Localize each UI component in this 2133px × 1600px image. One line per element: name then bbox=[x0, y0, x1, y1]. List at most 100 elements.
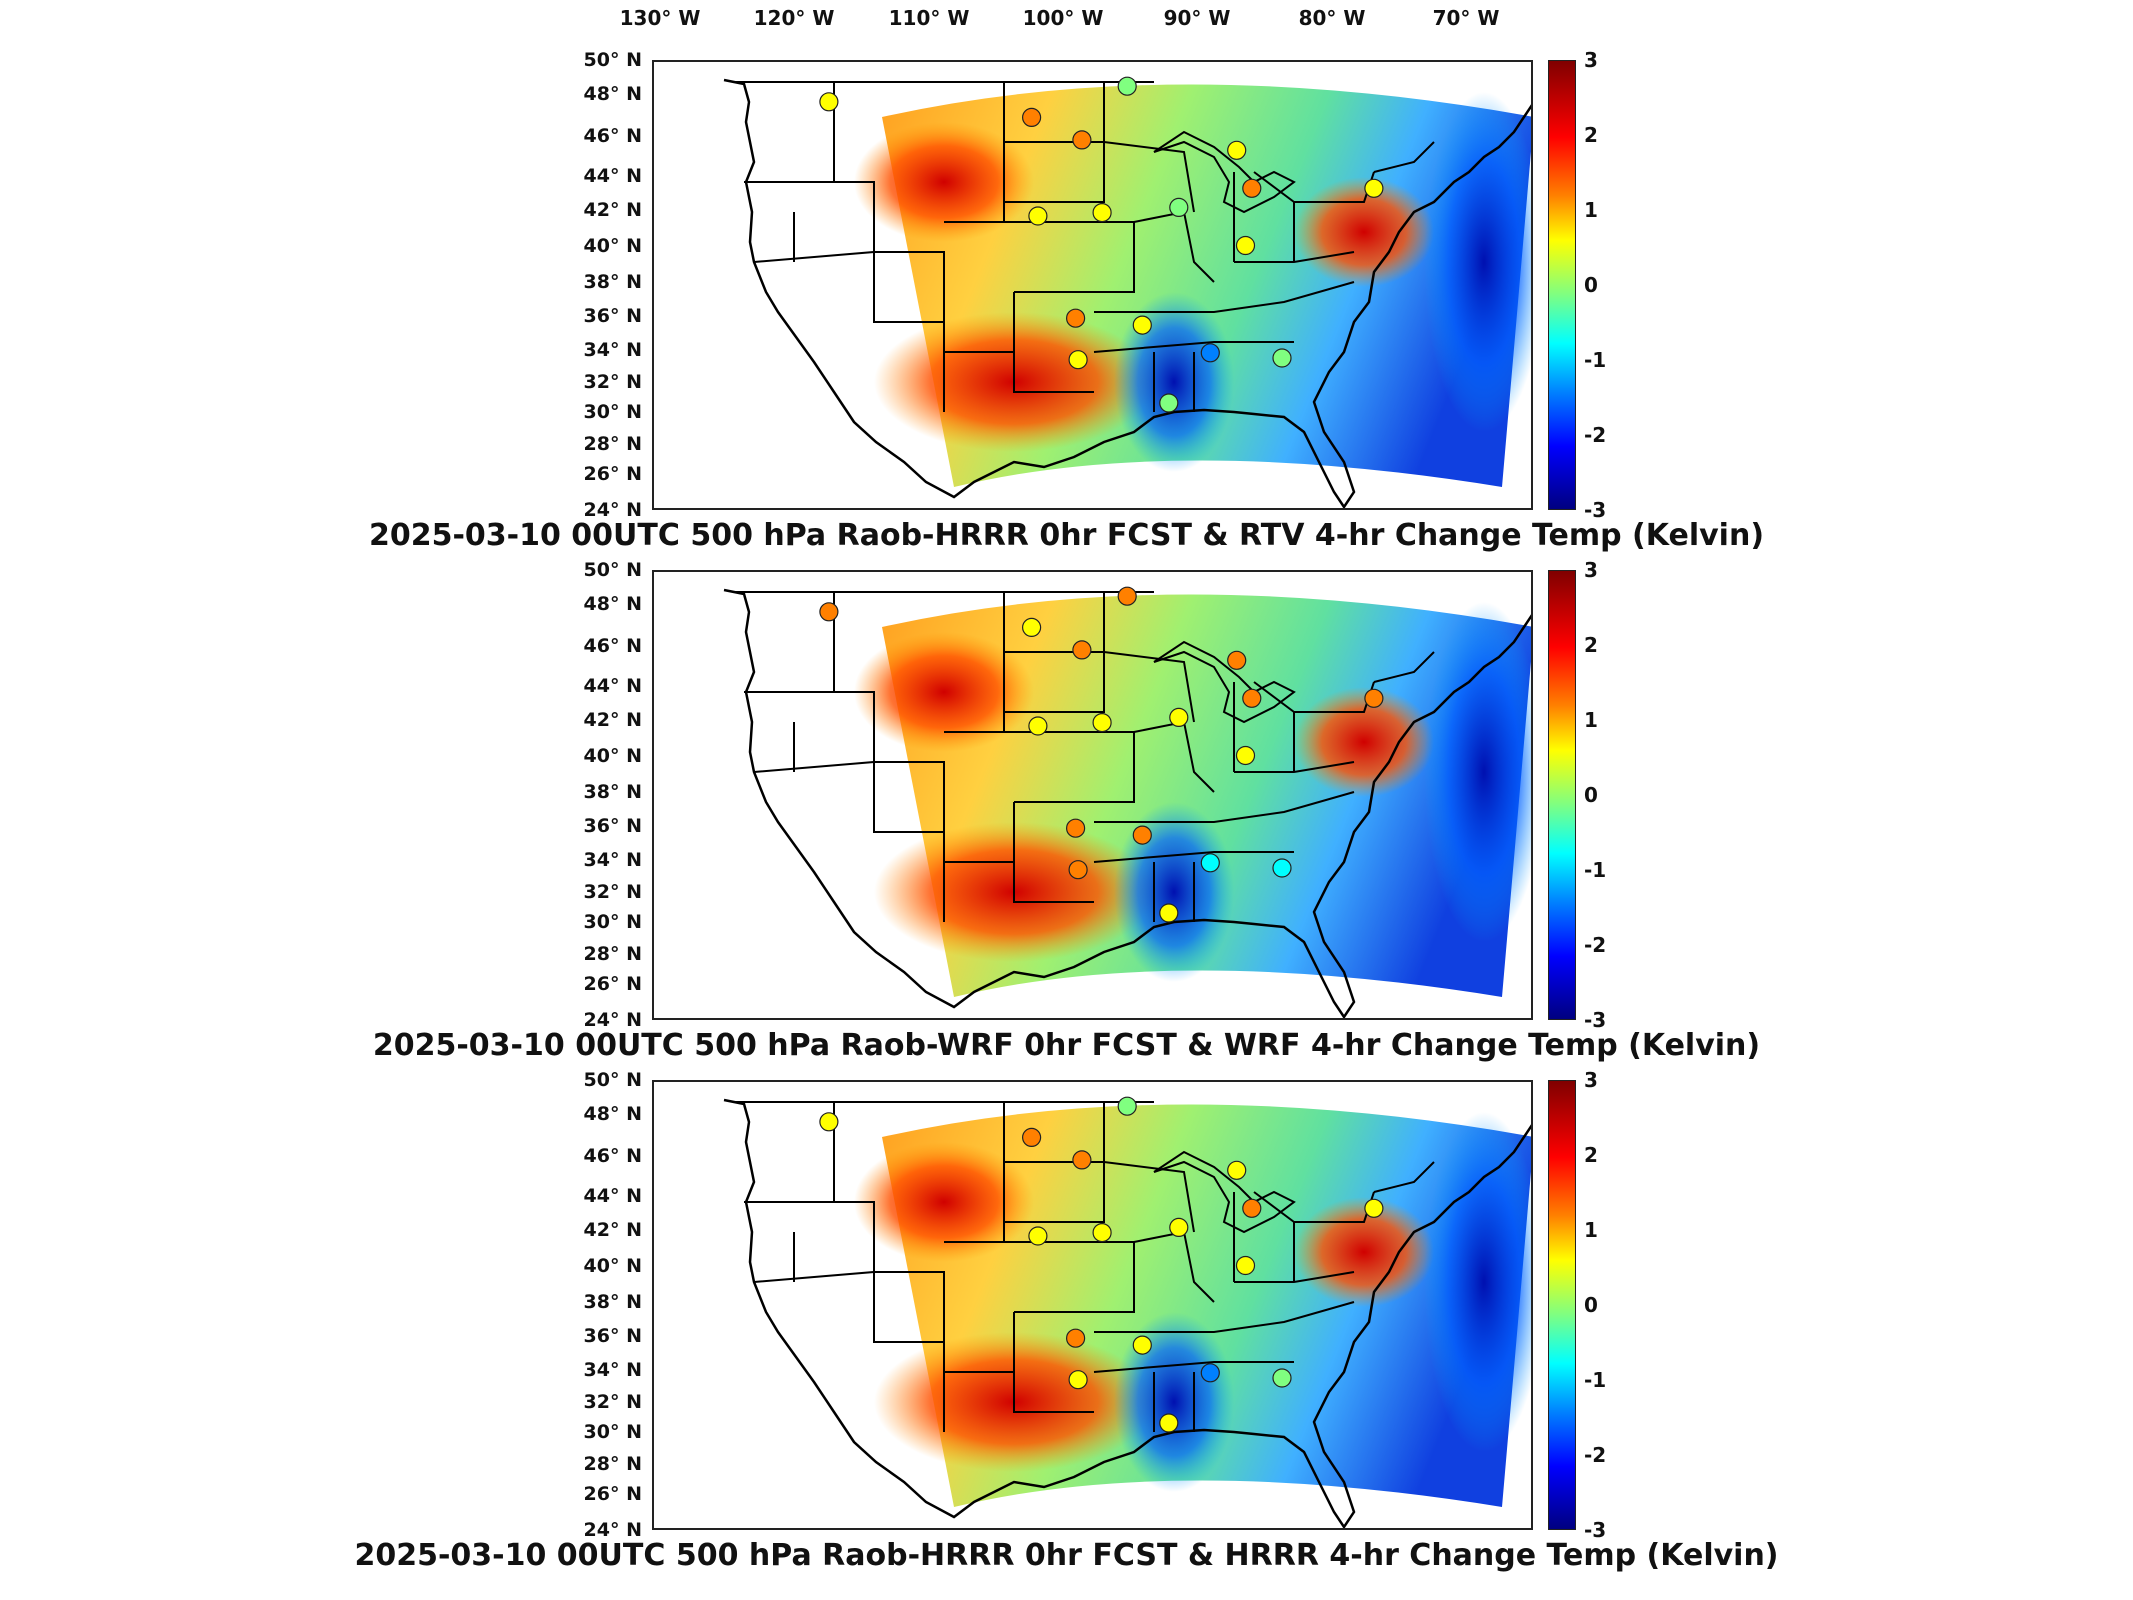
state-boundary bbox=[833, 592, 875, 762]
raob-station-marker bbox=[1022, 1127, 1042, 1148]
colorbar-tick-label: -2 bbox=[1584, 1443, 1607, 1467]
raob-station-marker bbox=[1066, 308, 1086, 328]
colorbar-tick-label: -3 bbox=[1584, 1518, 1607, 1542]
lat-label: 38° N bbox=[583, 1291, 642, 1313]
raob-station-marker bbox=[1022, 617, 1042, 638]
raob-station-marker bbox=[819, 92, 839, 112]
lat-label: 26° N bbox=[583, 463, 642, 485]
state-boundary bbox=[1133, 210, 1215, 283]
raob-station-marker bbox=[1227, 650, 1247, 670]
map-plot-area bbox=[652, 570, 1533, 1020]
colorbar-tick-label: 2 bbox=[1584, 1143, 1598, 1167]
state-boundary bbox=[1004, 1241, 1135, 1313]
state-boundary bbox=[1103, 1161, 1195, 1233]
state-boundary bbox=[944, 861, 1094, 903]
lat-label: 40° N bbox=[583, 1255, 642, 1277]
raob-station-marker bbox=[1169, 1217, 1189, 1237]
state-boundary bbox=[1093, 341, 1294, 353]
lat-label: 48° N bbox=[583, 593, 642, 615]
map-panel-hrrr: 50° N 48° N 46° N 44° N 42° N 40° N 38° N 36° N… bbox=[0, 1068, 2133, 1590]
great-lakes-outline bbox=[1153, 640, 1296, 724]
lat-label: 28° N bbox=[583, 1453, 642, 1475]
lat-label: 48° N bbox=[583, 83, 642, 105]
warm-anomaly-region bbox=[854, 1142, 1034, 1262]
cold-anomaly-region bbox=[1424, 1112, 1531, 1452]
raob-station-marker bbox=[1068, 1370, 1088, 1390]
state-boundary bbox=[1253, 1191, 1295, 1282]
lat-label: 24° N bbox=[583, 1519, 642, 1541]
raob-station-marker bbox=[1117, 76, 1137, 96]
state-boundary bbox=[1004, 1162, 1105, 1223]
lat-label: 42° N bbox=[583, 709, 642, 731]
raob-station-marker bbox=[1068, 350, 1088, 370]
lat-label: 28° N bbox=[583, 433, 642, 455]
temperature-field-map bbox=[723, 1096, 1531, 1528]
lat-label: 44° N bbox=[583, 165, 642, 187]
raob-station-marker bbox=[1072, 640, 1092, 660]
raob-station-marker bbox=[1066, 1328, 1086, 1348]
state-boundary bbox=[1133, 720, 1215, 793]
lon-label-100w: 100° W bbox=[1022, 6, 1104, 30]
state-boundary bbox=[753, 1270, 944, 1343]
raob-station-marker bbox=[1092, 713, 1112, 733]
state-boundary bbox=[1094, 281, 1355, 313]
cold-anomaly-region bbox=[1114, 802, 1234, 982]
lat-label: 32° N bbox=[583, 881, 642, 903]
warm-anomaly-region bbox=[854, 122, 1034, 242]
warm-anomaly-region bbox=[1294, 177, 1434, 287]
great-lakes-outline bbox=[1153, 1150, 1296, 1234]
lat-label: 24° N bbox=[583, 499, 642, 521]
panel-title: 2025-03-10 00UTC 500 hPa Raob-HRRR 0hr F… bbox=[354, 1538, 1779, 1573]
colorbar-tick-label: 1 bbox=[1584, 1218, 1598, 1242]
lat-label: 24° N bbox=[583, 1009, 642, 1031]
raob-station-marker bbox=[1028, 716, 1048, 736]
state-boundary bbox=[1373, 1161, 1435, 1193]
state-boundary bbox=[1094, 1301, 1355, 1333]
raob-station-marker bbox=[819, 602, 839, 622]
warm-anomaly-region bbox=[1294, 1197, 1434, 1307]
state-boundary bbox=[944, 351, 1094, 393]
raob-station-marker bbox=[1132, 315, 1152, 335]
colorbar bbox=[1548, 60, 1576, 510]
state-boundary bbox=[833, 82, 875, 252]
state-boundary bbox=[874, 761, 945, 832]
raob-station-marker bbox=[1132, 825, 1152, 845]
state-boundary bbox=[874, 251, 945, 322]
raob-station-marker bbox=[1200, 853, 1220, 873]
colorbar-tick-label: 2 bbox=[1584, 633, 1598, 657]
state-boundary bbox=[1004, 652, 1105, 713]
colorbar-tick-label: -1 bbox=[1584, 1368, 1607, 1392]
raob-station-marker bbox=[1092, 203, 1112, 223]
longitude-axis: 130° W 120° W 110° W 100° W 90° W 80° W … bbox=[0, 6, 2133, 36]
raob-station-marker bbox=[1272, 348, 1292, 368]
state-boundary bbox=[1093, 1361, 1294, 1373]
lat-label: 50° N bbox=[583, 49, 642, 71]
lat-label: 38° N bbox=[583, 271, 642, 293]
lat-label: 50° N bbox=[583, 559, 642, 581]
cold-anomaly-region bbox=[1114, 1312, 1234, 1492]
colorbar-tick-label: 3 bbox=[1584, 48, 1598, 72]
lat-label: 42° N bbox=[583, 1219, 642, 1241]
lat-label: 50° N bbox=[583, 1069, 642, 1091]
raob-station-marker bbox=[1028, 206, 1048, 226]
raob-station-marker bbox=[1364, 1198, 1384, 1218]
lat-label: 38° N bbox=[583, 781, 642, 803]
panel-title: 2025-03-10 00UTC 500 hPa Raob-WRF 0hr FC… bbox=[372, 1028, 1761, 1063]
coastline bbox=[723, 588, 1531, 1018]
lat-label: 44° N bbox=[583, 675, 642, 697]
raob-station-marker bbox=[819, 1112, 839, 1132]
raob-station-marker bbox=[1242, 178, 1262, 198]
raob-station-marker bbox=[1242, 688, 1262, 708]
raob-station-marker bbox=[1200, 1363, 1220, 1383]
state-boundary bbox=[753, 760, 944, 833]
state-boundary bbox=[944, 1371, 1094, 1413]
raob-station-marker bbox=[1200, 343, 1220, 363]
colorbar bbox=[1548, 570, 1576, 1020]
lon-label-130w: 130° W bbox=[619, 6, 701, 30]
lon-label-110w: 110° W bbox=[888, 6, 970, 30]
raob-station-marker bbox=[1272, 858, 1292, 878]
lat-label: 44° N bbox=[583, 1185, 642, 1207]
raob-station-marker bbox=[1028, 1226, 1048, 1246]
state-boundary bbox=[1373, 141, 1435, 173]
state-boundary bbox=[1004, 731, 1135, 803]
